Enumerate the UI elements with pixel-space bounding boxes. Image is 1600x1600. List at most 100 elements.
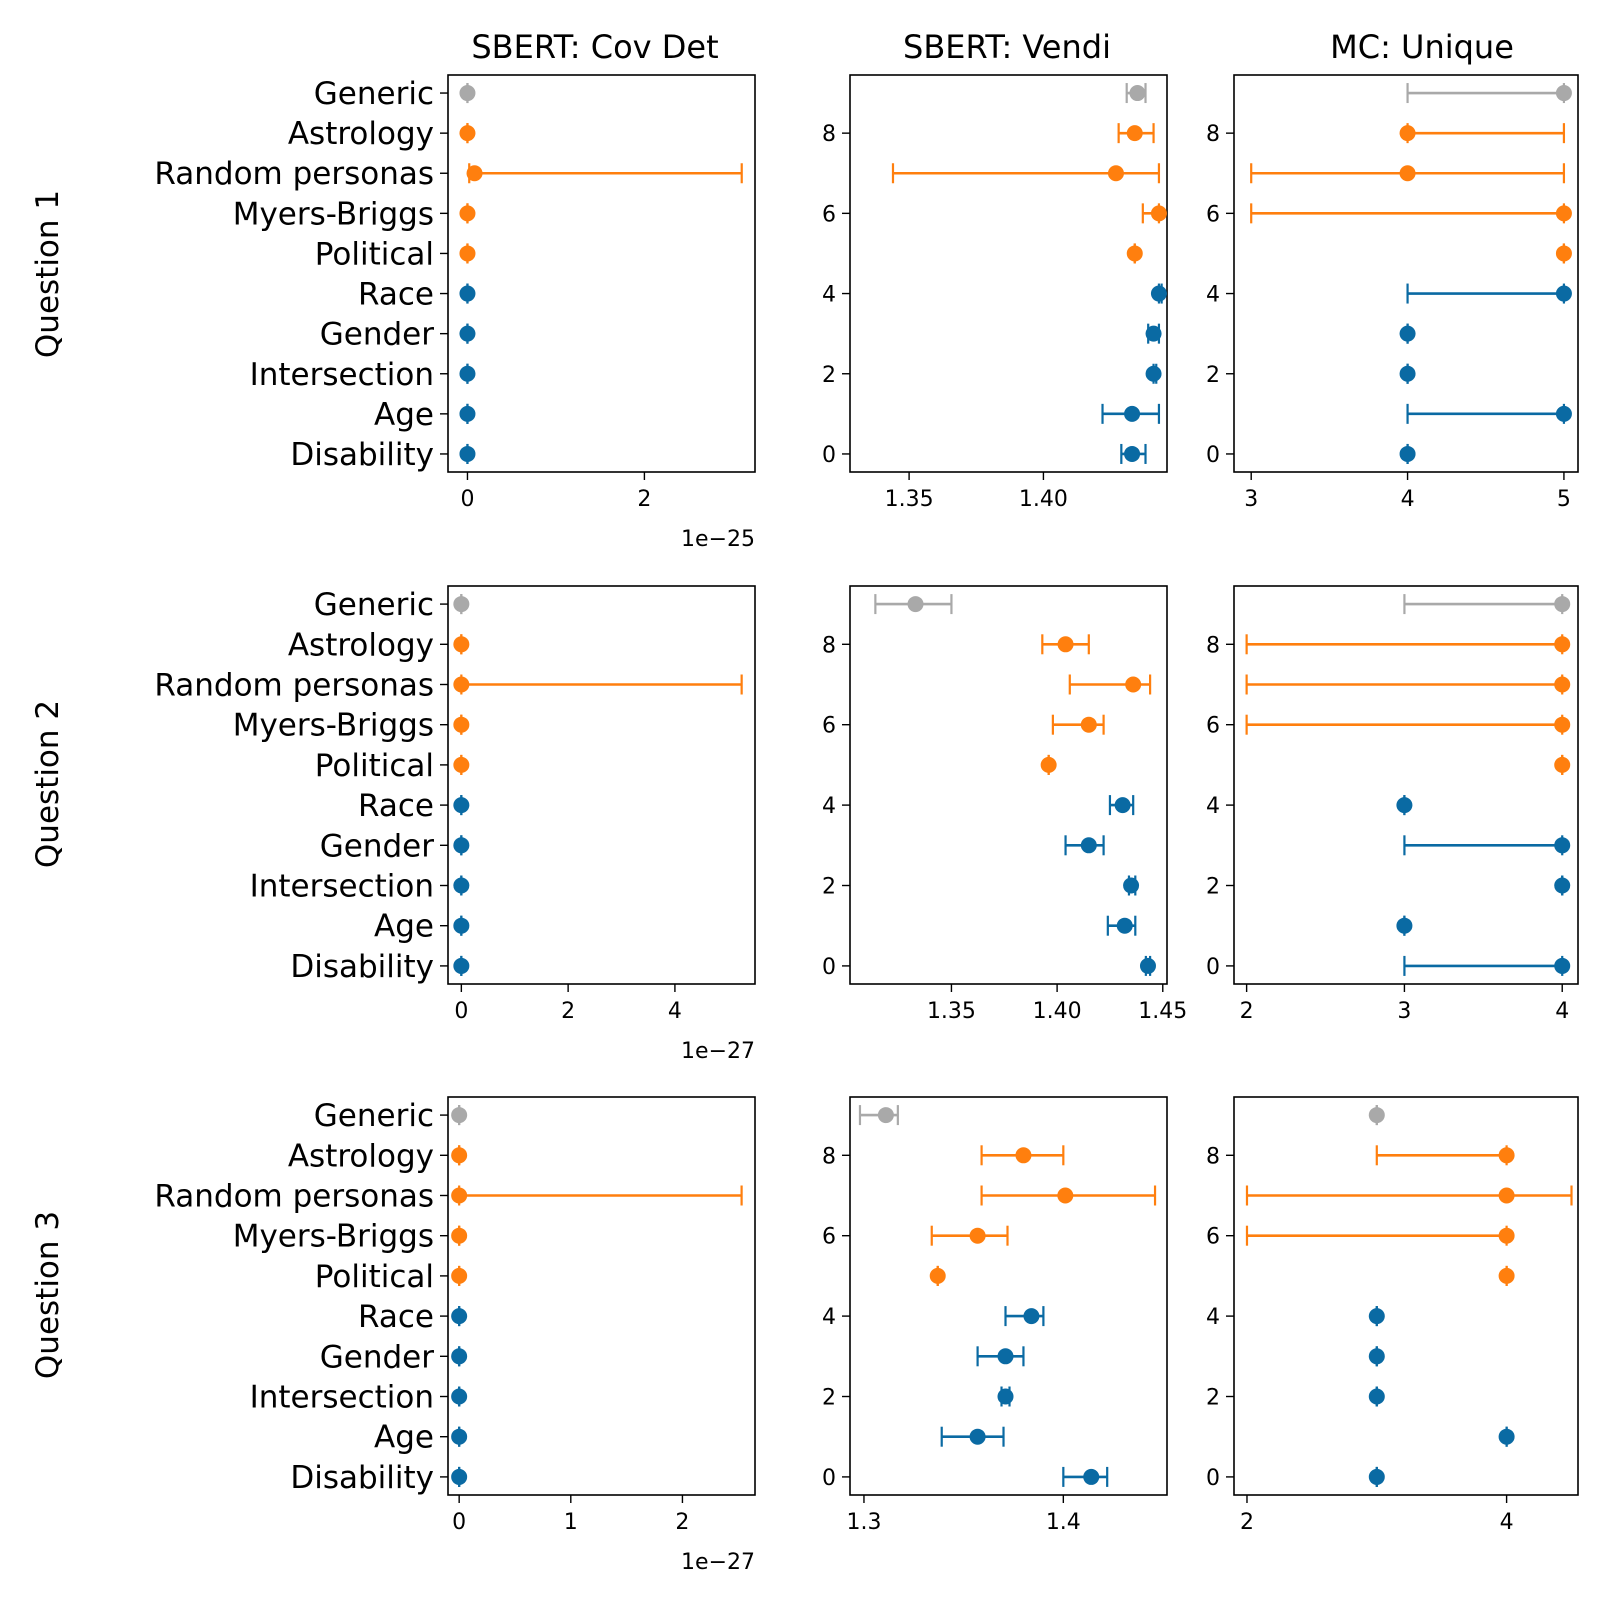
data-point xyxy=(451,1308,468,1325)
x-tick-label: 4 xyxy=(1500,1510,1514,1535)
data-point xyxy=(459,205,476,222)
data-point xyxy=(451,1388,468,1405)
data-point xyxy=(1554,756,1571,773)
errorbar-myers-briggs xyxy=(1141,203,1167,224)
y-category-label: Random personas xyxy=(154,156,434,192)
errorbar-generic xyxy=(1368,1105,1385,1126)
errorbar-race xyxy=(1368,1306,1385,1327)
y-tick-label: 4 xyxy=(1206,283,1220,308)
y-tick-label: 2 xyxy=(1206,1386,1220,1411)
data-point xyxy=(451,1187,468,1204)
data-point xyxy=(1554,877,1571,894)
data-point xyxy=(459,405,476,422)
data-point xyxy=(1554,716,1571,733)
data-point xyxy=(997,1348,1014,1365)
errorbar-disability xyxy=(451,1466,468,1487)
errorbar-random-personas xyxy=(980,1185,1157,1206)
errorbar-astrology xyxy=(980,1145,1065,1166)
x-tick-label: 4 xyxy=(1555,999,1569,1024)
x-tick-label: 0 xyxy=(454,999,468,1024)
errorbar-intersection xyxy=(1123,875,1140,896)
errorbar-generic xyxy=(453,594,470,615)
data-point xyxy=(1057,636,1074,653)
errorbar-political xyxy=(1554,754,1571,775)
errorbar-age xyxy=(1101,403,1161,424)
y-tick-label: 8 xyxy=(822,1144,836,1169)
x-tick-label: 1.35 xyxy=(927,999,976,1024)
errorbar-random-personas xyxy=(466,163,743,184)
errorbar-astrology xyxy=(459,123,476,144)
y-tick-label: 0 xyxy=(1206,1466,1220,1491)
x-offset-label: 1e−25 xyxy=(681,527,755,552)
errorbar-gender xyxy=(1403,835,1571,856)
errorbar-gender xyxy=(1399,323,1416,344)
errorbar-political xyxy=(453,754,470,775)
errorbar-race xyxy=(1108,795,1135,816)
data-point xyxy=(1080,837,1097,854)
data-point xyxy=(1399,365,1416,382)
y-tick-label: 6 xyxy=(1206,1225,1220,1250)
errorbar-intersection xyxy=(459,363,476,384)
errorbar-gender xyxy=(976,1346,1025,1367)
errorbar-intersection xyxy=(1368,1386,1385,1407)
errorbar-race xyxy=(1004,1306,1045,1327)
subplot-r2-c2: 1.35 1.40 1.45 0 2 4 6 8 xyxy=(822,585,1187,1024)
data-point xyxy=(1498,1147,1515,1164)
data-point xyxy=(1555,205,1572,222)
errorbar-gender xyxy=(459,323,476,344)
errorbar-random-personas xyxy=(1068,674,1152,695)
y-category-label: Gender xyxy=(320,828,434,864)
errorbar-age xyxy=(1106,915,1137,936)
y-category-label: Intersection xyxy=(250,869,434,905)
subplot-r3-c2: 1.3 1.4 0 2 4 6 8 xyxy=(822,1096,1168,1535)
y-category-label: Generic xyxy=(314,1098,434,1134)
errorbar-generic xyxy=(1406,83,1572,104)
data-point xyxy=(1555,285,1572,302)
col-title-mc-unique: MC: Unique xyxy=(1330,28,1514,66)
y-tick-label: 6 xyxy=(822,1225,836,1250)
errorbar-astrology xyxy=(1117,123,1155,144)
errorbar-intersection xyxy=(1554,875,1571,896)
data-point xyxy=(1554,636,1571,653)
y-category-label: Gender xyxy=(320,1339,434,1375)
data-point xyxy=(1150,205,1167,222)
y-tick-label: 4 xyxy=(822,794,836,819)
data-point xyxy=(1554,676,1571,693)
data-point xyxy=(1555,85,1572,102)
y-tick-label: 2 xyxy=(1206,875,1220,900)
plot-frame xyxy=(447,1096,756,1496)
x-tick-label: 0 xyxy=(460,487,474,512)
y-category-label: Age xyxy=(374,909,434,945)
subplot-r1-c1: 0 2 1e−25 Generic Astrology Random personas My… xyxy=(154,74,756,552)
data-point xyxy=(453,877,470,894)
data-point xyxy=(1139,957,1156,974)
y-tick-label: 6 xyxy=(1206,202,1220,227)
y-tick-label: 2 xyxy=(1206,363,1220,388)
data-point xyxy=(969,1227,986,1244)
errorbar-intersection xyxy=(1399,363,1416,384)
y-category-label: Political xyxy=(315,236,434,272)
data-point xyxy=(1023,1308,1040,1325)
y-category-label: Astrology xyxy=(288,627,434,663)
data-point xyxy=(1368,1107,1385,1124)
data-point xyxy=(1368,1348,1385,1365)
errorbar-myers-briggs xyxy=(451,1225,468,1246)
data-point xyxy=(459,85,476,102)
errorbar-astrology xyxy=(1041,634,1090,655)
y-category-label: Generic xyxy=(314,76,434,112)
y-tick-label: 2 xyxy=(822,1386,836,1411)
errorbar-generic xyxy=(874,594,953,615)
errorbar-intersection xyxy=(997,1386,1014,1407)
data-point xyxy=(1129,85,1146,102)
y-category-label: Gender xyxy=(320,317,434,353)
errorbar-political xyxy=(1498,1265,1515,1286)
data-point xyxy=(1399,165,1416,182)
data-point xyxy=(453,596,470,613)
x-tick-label: 3 xyxy=(1397,999,1411,1024)
errorbar-political xyxy=(1126,243,1143,264)
errorbar-race xyxy=(1406,283,1572,304)
y-tick-label: 0 xyxy=(822,955,836,980)
plot-frame xyxy=(1233,585,1579,985)
